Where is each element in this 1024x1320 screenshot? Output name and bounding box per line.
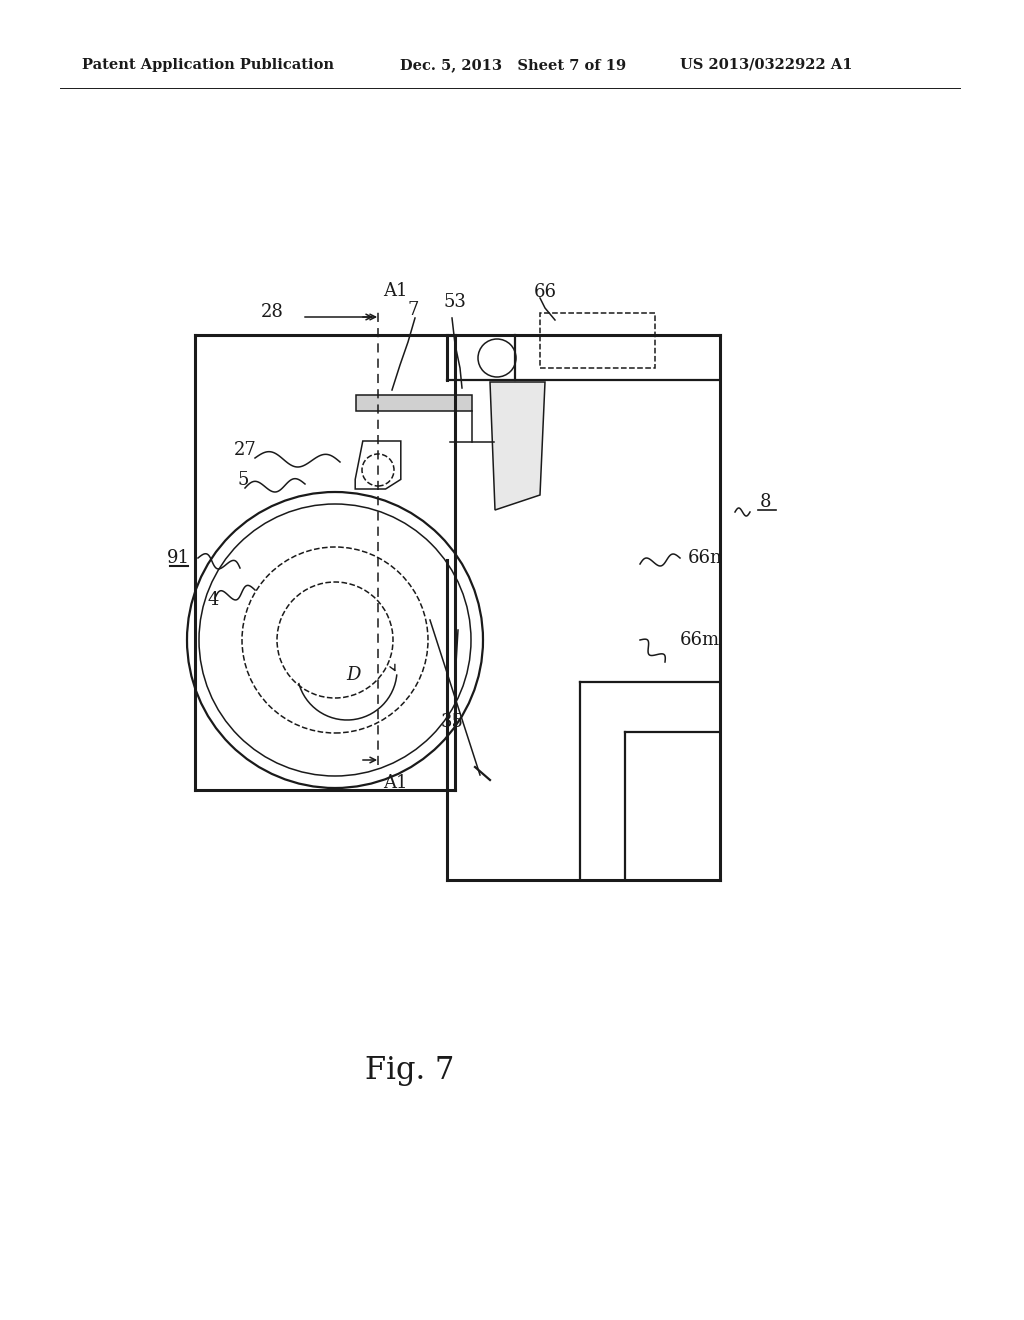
Text: Patent Application Publication: Patent Application Publication bbox=[82, 58, 334, 73]
Text: US 2013/0322922 A1: US 2013/0322922 A1 bbox=[680, 58, 853, 73]
Text: D: D bbox=[346, 667, 360, 684]
Text: A1: A1 bbox=[383, 774, 408, 792]
Text: 4: 4 bbox=[207, 591, 219, 609]
Text: 66n: 66n bbox=[688, 549, 723, 568]
Bar bbox=[356, 395, 472, 411]
Text: Fig. 7: Fig. 7 bbox=[366, 1055, 455, 1085]
Text: 7: 7 bbox=[408, 301, 419, 319]
Text: 91: 91 bbox=[167, 549, 189, 568]
Text: 66m: 66m bbox=[680, 631, 720, 649]
Text: 5: 5 bbox=[238, 471, 249, 488]
Bar bbox=[540, 313, 655, 368]
Text: 66: 66 bbox=[534, 282, 556, 301]
Text: 8: 8 bbox=[760, 492, 771, 511]
Text: 27: 27 bbox=[233, 441, 256, 459]
Text: 28: 28 bbox=[260, 304, 284, 321]
Text: A1: A1 bbox=[383, 282, 408, 300]
Polygon shape bbox=[490, 381, 545, 510]
Text: 53: 53 bbox=[443, 293, 467, 312]
Text: Dec. 5, 2013   Sheet 7 of 19: Dec. 5, 2013 Sheet 7 of 19 bbox=[400, 58, 626, 73]
Text: 35: 35 bbox=[440, 713, 464, 731]
